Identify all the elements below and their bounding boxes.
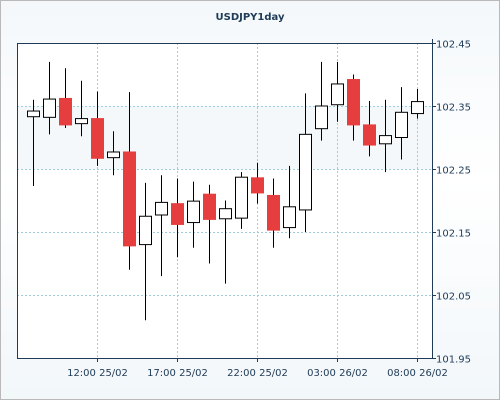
- candle-body-up: [139, 215, 152, 246]
- candle: [139, 182, 152, 321]
- x-tick-label: 03:00 26/02: [307, 368, 368, 379]
- x-tick-label: 22:00 25/02: [227, 368, 288, 379]
- candle: [379, 99, 392, 173]
- y-tick-label: 102.15: [436, 229, 471, 240]
- candle-body-up: [155, 201, 168, 216]
- y-tick-label: 102.35: [436, 103, 471, 114]
- candle: [91, 91, 104, 166]
- y-tick-label: 102.25: [436, 166, 471, 177]
- candle: [123, 92, 136, 270]
- candle-body-down: [251, 177, 264, 194]
- candle: [267, 178, 280, 248]
- candle-body-up: [315, 105, 328, 130]
- candle: [43, 61, 56, 135]
- candle-body-up: [107, 151, 120, 159]
- candle-body-down: [123, 151, 136, 247]
- candle-body-up: [395, 111, 408, 139]
- plot-area: [17, 43, 432, 358]
- candle: [107, 131, 120, 176]
- candle: [59, 68, 72, 129]
- candle-body-down: [203, 193, 216, 220]
- candle-body-up: [219, 208, 232, 220]
- candle-body-down: [363, 124, 376, 146]
- candle: [363, 100, 376, 157]
- candle: [251, 162, 264, 204]
- x-tick-label: 12:00 25/02: [67, 368, 128, 379]
- candle: [155, 175, 168, 277]
- candle-body-up: [331, 83, 344, 106]
- candle-body-up: [411, 101, 424, 115]
- candle-body-up: [75, 118, 88, 125]
- candle-body-up: [187, 200, 200, 224]
- candle-body-up: [379, 135, 392, 145]
- candle-body-up: [235, 176, 248, 219]
- candle: [75, 80, 88, 137]
- candle: [283, 165, 296, 239]
- candle: [411, 88, 424, 119]
- plot-band: [17, 106, 432, 169]
- y-tick-label: 102.05: [436, 292, 471, 303]
- candle-body-down: [347, 79, 360, 126]
- candle: [27, 99, 40, 187]
- candle-body-up: [283, 206, 296, 229]
- candle: [299, 93, 312, 232]
- candle: [203, 184, 216, 264]
- candle-body-down: [91, 118, 104, 159]
- x-tick-label: 17:00 25/02: [147, 368, 208, 379]
- candle-body-down: [171, 203, 184, 225]
- candle-body-up: [27, 110, 40, 118]
- candle: [235, 172, 248, 229]
- candle-body-up: [299, 133, 312, 211]
- candle-body-down: [267, 194, 280, 231]
- candle: [331, 61, 344, 122]
- candle-body-up: [43, 98, 56, 118]
- candle: [219, 200, 232, 284]
- x-tick-label: 08:00 26/02: [387, 368, 448, 379]
- chart-title: USDJPY1day: [215, 12, 285, 23]
- y-tick-label: 102.45: [436, 40, 471, 51]
- candle: [347, 74, 360, 141]
- y-tick-label: 101.95: [436, 355, 471, 366]
- candle: [395, 87, 408, 160]
- candle: [171, 178, 184, 258]
- candle-body-down: [59, 97, 72, 126]
- candle: [315, 61, 328, 141]
- candle: [187, 181, 200, 248]
